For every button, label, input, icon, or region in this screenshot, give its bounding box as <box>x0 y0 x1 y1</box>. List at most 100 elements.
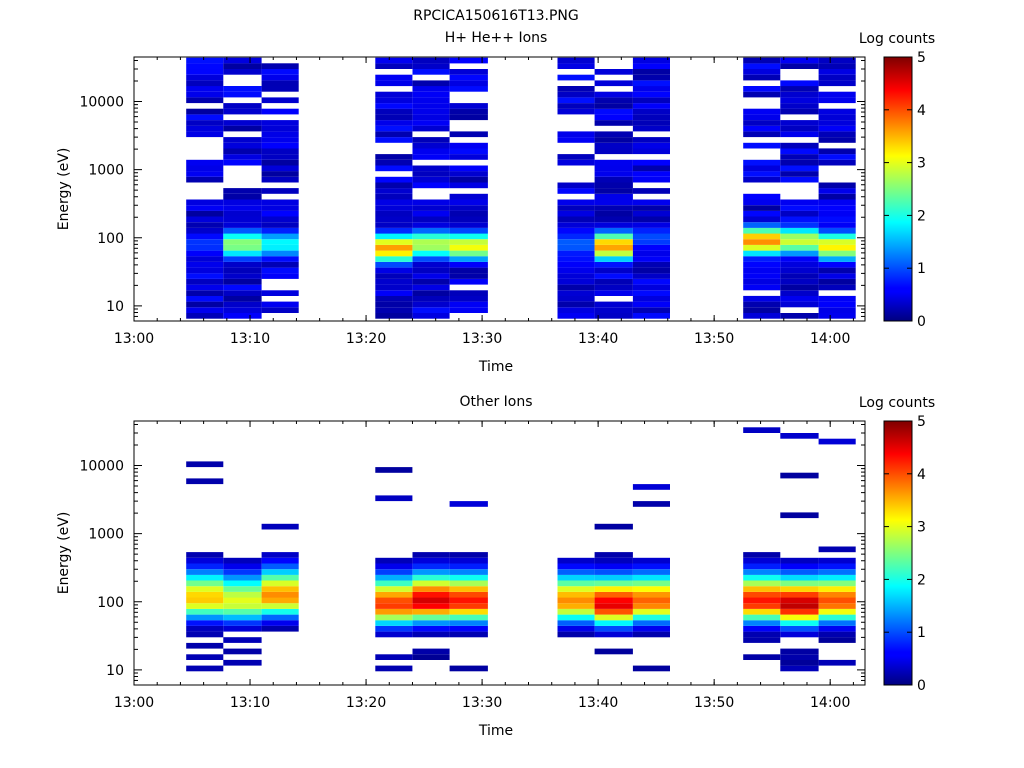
heatmap-cell <box>223 210 262 217</box>
heatmap-cell <box>632 108 670 115</box>
heatmap-cell <box>223 227 262 234</box>
heatmap-cell <box>375 295 413 302</box>
colorbar-label: Log counts <box>859 395 935 411</box>
heatmap-cell <box>449 603 488 609</box>
heatmap-cell <box>743 591 781 598</box>
heatmap-cell <box>594 131 633 138</box>
heatmap-cell <box>412 210 450 217</box>
heatmap-cell <box>818 205 856 211</box>
heatmap-cell <box>261 256 299 262</box>
heatmap-cell <box>449 620 488 626</box>
heatmap-cell <box>743 261 781 268</box>
heatmap-cell <box>375 250 413 257</box>
heatmap-cell <box>557 625 595 632</box>
heatmap-cell <box>223 199 262 206</box>
heatmap-cell <box>743 586 781 592</box>
heatmap-cell <box>449 608 488 615</box>
heatmap-cell <box>632 557 670 564</box>
heatmap-cell <box>780 154 819 160</box>
heatmap-cell <box>223 148 262 155</box>
heatmap-cell <box>594 165 633 172</box>
heatmap-cell <box>375 586 413 592</box>
heatmap-cell <box>375 625 413 632</box>
heatmap-cell <box>632 120 670 126</box>
heatmap-cell <box>594 97 633 104</box>
heatmap-cell <box>412 216 450 223</box>
heatmap-cell <box>594 239 633 245</box>
heatmap-cell <box>412 86 450 92</box>
heatmap-cell <box>261 597 299 604</box>
heatmap-cell <box>261 290 299 296</box>
heatmap-cell <box>186 114 224 121</box>
x-axis: 13:00 13:10 13:20 13:30 13:40 13:50 14:00 <box>114 57 854 347</box>
heatmap-cell <box>818 74 856 81</box>
heatmap-cell <box>261 165 299 172</box>
heatmap-cell <box>375 313 413 319</box>
heatmap-column <box>412 57 450 319</box>
heatmap-cell <box>557 250 595 257</box>
heatmap-cell <box>557 278 595 285</box>
heatmap-cell <box>743 159 781 166</box>
heatmap-cell <box>743 625 781 632</box>
heatmap-cell <box>632 216 670 223</box>
heatmap-cell <box>186 557 224 564</box>
heatmap-cell <box>632 501 670 507</box>
heatmap-cell <box>818 659 856 666</box>
heatmap-cell <box>818 546 856 553</box>
heatmap-cell <box>632 290 670 296</box>
heatmap-cell <box>186 131 224 138</box>
heatmap-cell <box>557 103 595 109</box>
heatmap-cell <box>557 580 595 587</box>
x-tick-label: 13:40 <box>578 695 618 711</box>
heatmap-cell <box>412 267 450 274</box>
heatmap-cell <box>449 307 488 313</box>
heatmap-cell <box>632 580 670 587</box>
heatmap-cell <box>557 290 595 296</box>
heatmap-data <box>186 57 856 319</box>
heatmap-cell <box>223 563 262 570</box>
heatmap-cell <box>449 574 488 581</box>
heatmap-cell <box>223 284 262 291</box>
heatmap-cell <box>223 233 262 240</box>
heatmap-cell <box>743 654 781 660</box>
heatmap-cell <box>557 159 595 166</box>
heatmap-cell <box>632 205 670 211</box>
heatmap-cell <box>375 154 413 160</box>
heatmap-cell <box>412 199 450 206</box>
heatmap-cell <box>223 267 262 274</box>
heatmap-cell <box>261 108 299 115</box>
heatmap-cell <box>261 239 299 245</box>
heatmap-cell <box>594 278 633 285</box>
heatmap-cell <box>818 239 856 245</box>
heatmap-cell <box>632 86 670 92</box>
heatmap-cell <box>594 69 633 75</box>
heatmap-cell <box>818 69 856 75</box>
heatmap-cell <box>780 57 819 64</box>
heatmap-cell <box>743 563 781 570</box>
heatmap-column <box>780 57 819 319</box>
heatmap-cell <box>780 591 819 598</box>
heatmap-cell <box>449 108 488 115</box>
heatmap-cell <box>375 495 413 502</box>
heatmap-cell <box>412 227 450 234</box>
heatmap-cell <box>632 233 670 240</box>
heatmap-cell <box>818 199 856 206</box>
heatmap-cell <box>186 205 224 211</box>
y-axis: 10 100 1000 10000 <box>79 59 865 322</box>
heatmap-cell <box>780 216 819 223</box>
heatmap-cell <box>261 307 299 313</box>
heatmap-cell <box>594 313 633 319</box>
heatmap-cell <box>818 222 856 228</box>
heatmap-cell <box>594 307 633 313</box>
y-tick-label: 10000 <box>79 95 124 111</box>
heatmap-cell <box>449 580 488 587</box>
heatmap-cell <box>412 171 450 177</box>
heatmap-cell <box>780 313 819 319</box>
heatmap-cell <box>632 256 670 262</box>
heatmap-cell <box>743 176 781 183</box>
heatmap-cell <box>375 580 413 587</box>
heatmap-cell <box>818 267 856 274</box>
heatmap-cell <box>743 205 781 211</box>
heatmap-cell <box>594 552 633 558</box>
heatmap-cell <box>412 103 450 109</box>
